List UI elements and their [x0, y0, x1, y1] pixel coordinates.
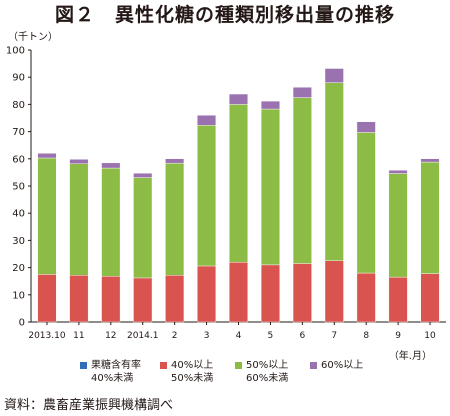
bar-segment-series-2 [165, 275, 185, 323]
x-axis-unit: （年.月） [388, 351, 432, 362]
bar-segment-series-4 [197, 115, 217, 126]
bar-segment-series-2 [133, 277, 153, 323]
x-tick-label: 3 [204, 331, 210, 341]
legend-label-series-3-line1: 50%以上 [246, 360, 289, 371]
bar-segment-series-3 [165, 162, 185, 276]
legend-item-series-4: 60%以上 [310, 359, 363, 372]
legend-item-series-1: 果糖含有率 40%未満 [80, 359, 141, 385]
bar-segment-series-2 [324, 260, 344, 323]
y-tick-label: 90 [12, 73, 25, 84]
bar-segment-series-4 [229, 93, 248, 105]
bar-segment-series-4 [101, 162, 121, 169]
y-axis-unit: （千トン） [8, 32, 58, 43]
x-tick-label: 9 [395, 331, 401, 341]
bar-segment-series-4 [420, 158, 440, 163]
bar-segment-series-4 [292, 87, 312, 98]
bar-segment-series-2 [356, 272, 376, 323]
legend-swatch-series-3 [235, 362, 242, 369]
bar-segment-series-3 [388, 173, 408, 278]
y-tick-label: 10 [12, 290, 25, 301]
legend-label-series-3-line2: 60%未満 [246, 373, 289, 384]
bar-segment-series-2 [101, 276, 121, 323]
bar-segment-series-4 [69, 159, 89, 164]
legend: 果糖含有率 40%未満 40%以上 50%未満 50%以上 60%未満 60%以… [0, 355, 450, 389]
figure-title: 図２ 異性化糖の種類別移出量の推移 [54, 4, 395, 26]
legend-swatch-series-4 [310, 362, 317, 369]
bar-segment-series-3 [420, 161, 440, 274]
bar-segment-series-4 [388, 170, 408, 174]
bar-segment-series-2 [37, 274, 57, 323]
bar-segment-series-2 [420, 273, 440, 323]
bar-segment-series-4 [165, 158, 185, 164]
x-tick-label: 2013.10 [28, 331, 65, 341]
y-tick-label: 40 [12, 209, 25, 220]
bar-segment-series-2 [69, 275, 89, 323]
bar-segment-series-3 [101, 167, 121, 277]
legend-swatch-series-1 [80, 362, 87, 369]
bar-segment-series-2 [388, 276, 408, 323]
bar-segment-series-3 [37, 157, 57, 275]
y-tick-label: 0 [19, 318, 25, 329]
bar-segment-series-3 [197, 125, 217, 267]
bar-segment-series-3 [229, 104, 248, 263]
legend-item-series-2: 40%以上 50%未満 [160, 359, 213, 385]
bar-segment-series-4 [356, 121, 376, 133]
y-tick-label: 30 [12, 236, 25, 247]
legend-swatch-series-2 [160, 362, 167, 369]
bar-segment-series-3 [324, 82, 344, 262]
legend-label-series-4-line1: 60%以上 [321, 360, 364, 371]
x-tick-label: 4 [236, 331, 242, 341]
y-tick-label: 20 [12, 263, 25, 274]
bar-segment-series-3 [356, 132, 376, 274]
x-tick-label: 7 [331, 331, 337, 341]
bar-segment-series-2 [292, 263, 312, 323]
legend-label-series-2-line1: 40%以上 [171, 360, 214, 371]
y-tick-label: 50 [12, 182, 25, 193]
bar-segment-series-2 [197, 265, 217, 323]
source-note: 資料：農畜産業振興機構調べ [4, 398, 174, 413]
bar-segment-series-3 [260, 108, 280, 266]
x-tick-label: 8 [363, 331, 369, 341]
bar-segment-series-3 [292, 97, 312, 264]
legend-label-series-1-line2: 40%未満 [91, 373, 134, 384]
x-tick-label: 11 [73, 331, 84, 341]
y-tick-label: 60 [12, 154, 25, 165]
y-tick-label: 80 [12, 100, 25, 111]
x-tick-label: 2014.1 [127, 331, 159, 341]
x-tick-label: 2 [172, 331, 178, 341]
bar-segment-series-2 [260, 264, 280, 323]
legend-item-series-3: 50%以上 60%未満 [235, 359, 288, 385]
y-tick-label: 100 [6, 46, 25, 57]
x-tick-label: 10 [424, 331, 436, 341]
bar-segment-series-4 [260, 100, 280, 110]
legend-label-series-1-line1: 果糖含有率 [91, 360, 141, 371]
x-tick-label: 5 [268, 331, 274, 341]
bar-segment-series-2 [229, 261, 248, 323]
x-tick-label: 12 [105, 331, 116, 341]
legend-label-series-2-line2: 50%未満 [171, 373, 214, 384]
bar-segment-series-4 [37, 153, 57, 159]
bar-segment-series-3 [69, 163, 89, 276]
x-tick-label: 6 [299, 331, 305, 341]
y-tick-label: 70 [12, 127, 25, 138]
bar-segment-series-4 [324, 68, 344, 83]
bar-segment-series-3 [133, 177, 153, 279]
bar-segment-series-4 [133, 173, 153, 178]
